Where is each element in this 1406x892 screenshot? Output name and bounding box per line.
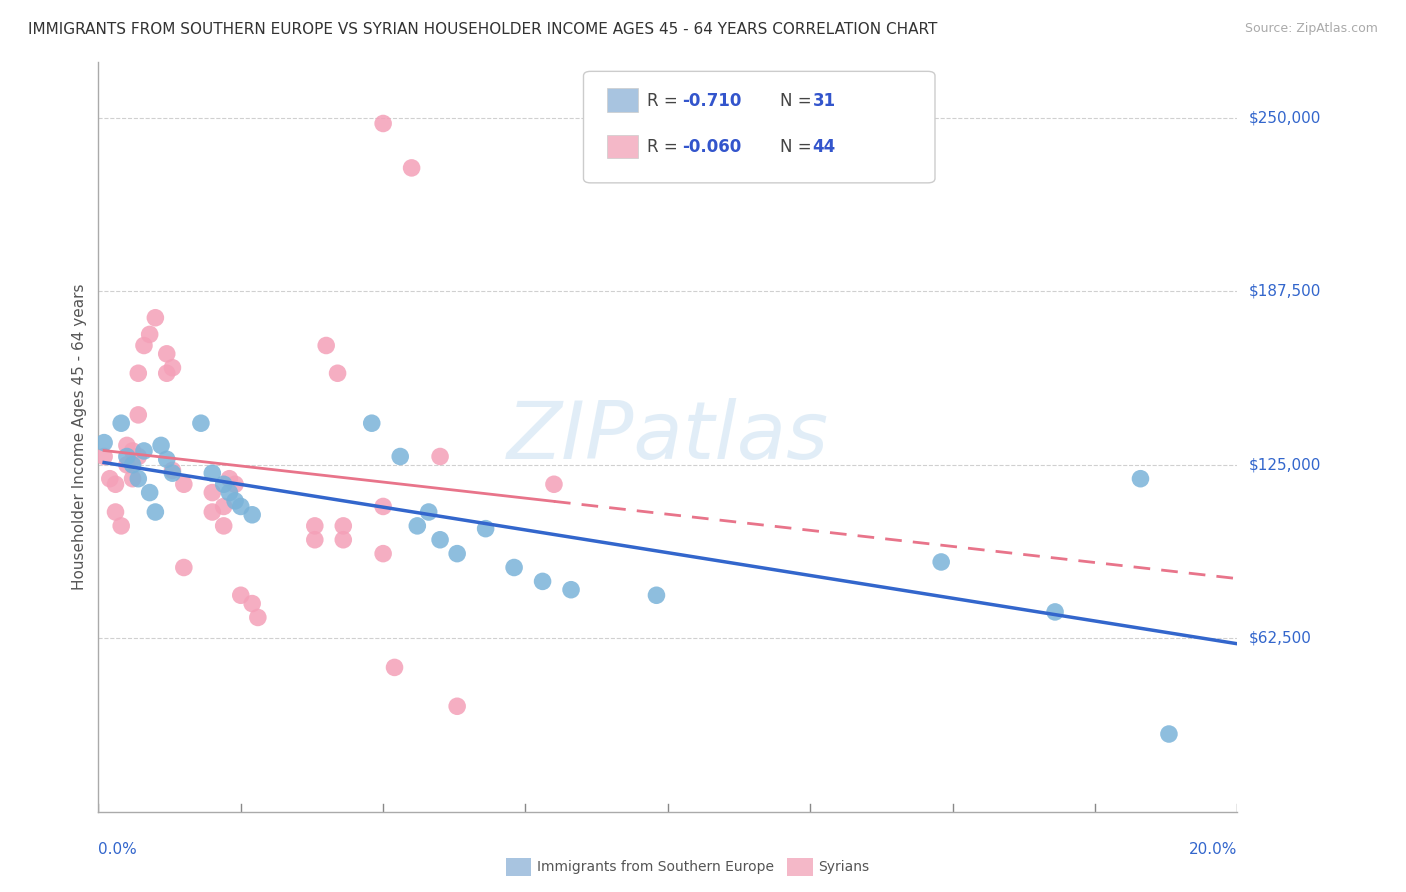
- Point: [373, 116, 395, 130]
- Text: Syrians: Syrians: [818, 860, 869, 874]
- Point: [162, 360, 184, 375]
- Point: [373, 547, 395, 561]
- Point: [201, 485, 224, 500]
- Text: IMMIGRANTS FROM SOUTHERN EUROPE VS SYRIAN HOUSEHOLDER INCOME AGES 45 - 64 YEARS : IMMIGRANTS FROM SOUTHERN EUROPE VS SYRIA…: [28, 22, 938, 37]
- Point: [1157, 727, 1180, 741]
- Text: Immigrants from Southern Europe: Immigrants from Southern Europe: [537, 860, 775, 874]
- Point: [429, 450, 451, 464]
- Point: [156, 452, 179, 467]
- Point: [138, 327, 160, 342]
- Point: [446, 699, 468, 714]
- Point: [127, 472, 149, 486]
- Text: ZIPatlas: ZIPatlas: [506, 398, 830, 476]
- Text: R =: R =: [647, 138, 683, 156]
- Point: [115, 458, 138, 472]
- Point: [212, 500, 235, 514]
- Point: [389, 450, 412, 464]
- Point: [104, 477, 127, 491]
- Point: [110, 416, 132, 430]
- Text: -0.060: -0.060: [682, 138, 741, 156]
- Point: [138, 485, 160, 500]
- Point: [446, 547, 468, 561]
- Point: [212, 519, 235, 533]
- Point: [373, 500, 395, 514]
- Point: [132, 444, 155, 458]
- Text: $62,500: $62,500: [1249, 631, 1312, 646]
- Point: [229, 588, 252, 602]
- Point: [1129, 472, 1152, 486]
- Point: [360, 416, 382, 430]
- Point: [332, 519, 354, 533]
- Text: N =: N =: [780, 138, 817, 156]
- Point: [384, 660, 406, 674]
- Point: [190, 416, 212, 430]
- Point: [645, 588, 668, 602]
- Point: [104, 505, 127, 519]
- Point: [218, 485, 240, 500]
- Point: [98, 472, 121, 486]
- Point: [332, 533, 354, 547]
- Point: [115, 438, 138, 452]
- Point: [503, 560, 526, 574]
- Text: $187,500: $187,500: [1249, 284, 1320, 299]
- Point: [110, 519, 132, 533]
- Point: [127, 366, 149, 380]
- Text: N =: N =: [780, 92, 817, 110]
- Point: [173, 477, 195, 491]
- Text: $250,000: $250,000: [1249, 111, 1320, 126]
- Text: 44: 44: [813, 138, 837, 156]
- Text: Source: ZipAtlas.com: Source: ZipAtlas.com: [1244, 22, 1378, 36]
- Point: [224, 477, 246, 491]
- Text: 20.0%: 20.0%: [1189, 842, 1237, 857]
- Point: [115, 450, 138, 464]
- Point: [127, 408, 149, 422]
- Point: [418, 505, 440, 519]
- Point: [201, 466, 224, 480]
- Point: [162, 466, 184, 480]
- Point: [401, 161, 423, 175]
- Point: [240, 597, 263, 611]
- Point: [543, 477, 565, 491]
- Point: [326, 366, 349, 380]
- Point: [150, 438, 173, 452]
- Point: [406, 519, 429, 533]
- Point: [132, 338, 155, 352]
- Point: [315, 338, 337, 352]
- Point: [240, 508, 263, 522]
- Point: [531, 574, 554, 589]
- Point: [229, 500, 252, 514]
- Point: [212, 477, 235, 491]
- Point: [246, 610, 269, 624]
- Point: [304, 533, 326, 547]
- Point: [156, 366, 179, 380]
- Point: [127, 450, 149, 464]
- Point: [201, 505, 224, 519]
- Point: [173, 560, 195, 574]
- Point: [474, 522, 496, 536]
- Point: [304, 519, 326, 533]
- Point: [224, 494, 246, 508]
- Text: -0.710: -0.710: [682, 92, 741, 110]
- Point: [145, 310, 167, 325]
- Point: [121, 458, 143, 472]
- Point: [929, 555, 952, 569]
- Point: [156, 347, 179, 361]
- Point: [1043, 605, 1066, 619]
- Point: [121, 472, 143, 486]
- Text: 0.0%: 0.0%: [98, 842, 138, 857]
- Point: [121, 444, 143, 458]
- Point: [93, 450, 115, 464]
- Text: R =: R =: [647, 92, 683, 110]
- Point: [145, 505, 167, 519]
- Point: [218, 472, 240, 486]
- Point: [429, 533, 451, 547]
- Y-axis label: Householder Income Ages 45 - 64 years: Householder Income Ages 45 - 64 years: [72, 284, 87, 591]
- Point: [162, 463, 184, 477]
- Point: [560, 582, 582, 597]
- Point: [93, 435, 115, 450]
- Text: 31: 31: [813, 92, 835, 110]
- Text: $125,000: $125,000: [1249, 458, 1320, 473]
